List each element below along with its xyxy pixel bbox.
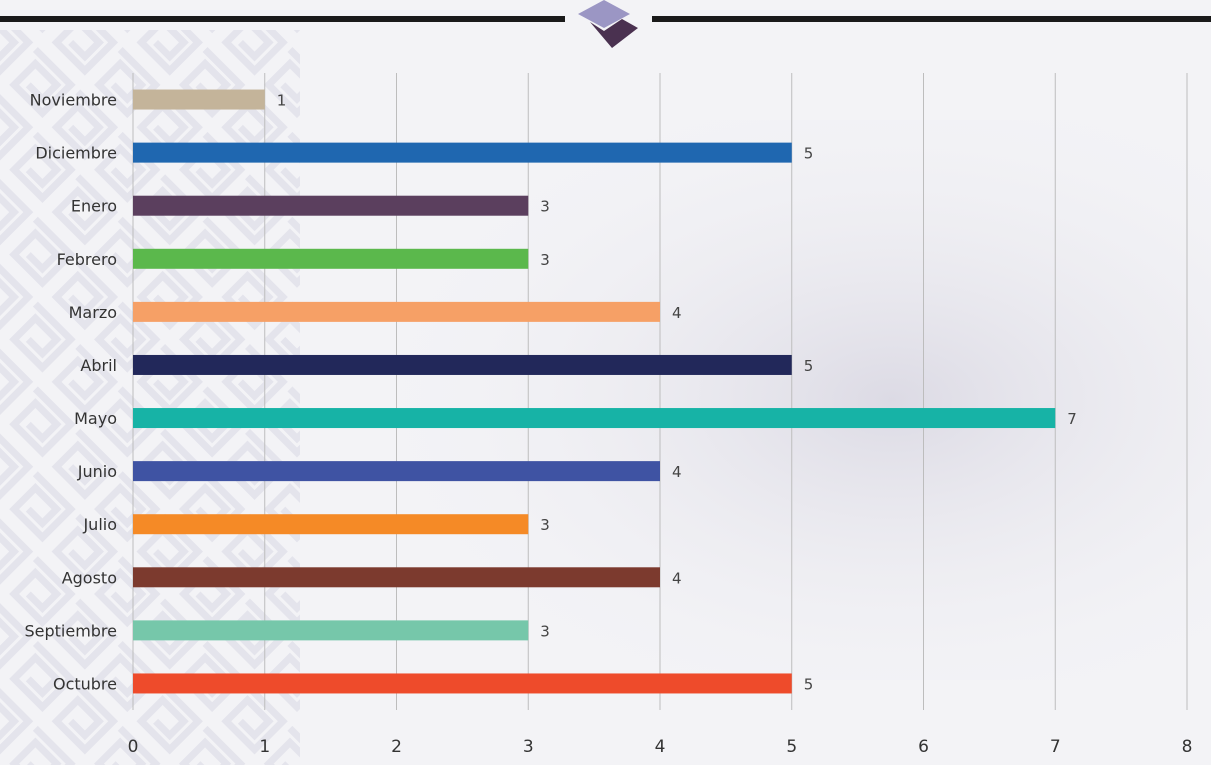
data-label: 5 — [804, 145, 814, 163]
bar-enero — [133, 195, 529, 216]
category-labels: Noviembre Diciembre Enero Febrero Marzo Abril… — [24, 91, 117, 694]
data-label: 4 — [672, 569, 682, 587]
bar-abril — [133, 354, 792, 375]
bar-diciembre — [133, 142, 792, 163]
bar-marzo — [133, 301, 660, 322]
header-decoration — [0, 0, 1211, 48]
category-label: Febrero — [57, 250, 117, 269]
category-label: Enero — [71, 197, 117, 216]
data-label: 3 — [540, 198, 550, 216]
data-label: 4 — [672, 463, 682, 481]
bar-octubre — [133, 673, 792, 694]
bar-agosto — [133, 567, 660, 588]
logo-chevron-dark-icon — [590, 19, 638, 48]
data-label: 1 — [277, 92, 287, 110]
data-labels: 1 5 3 3 4 5 7 4 3 4 3 5 — [277, 92, 1077, 694]
data-label: 4 — [672, 304, 682, 322]
data-label: 3 — [540, 622, 550, 640]
bar-septiembre — [133, 620, 529, 641]
data-label: 3 — [540, 516, 550, 534]
category-label: Septiembre — [24, 621, 117, 640]
category-label: Noviembre — [30, 91, 117, 110]
category-label: Diciembre — [35, 144, 117, 163]
x-tick-label: 6 — [918, 737, 929, 757]
category-label: Agosto — [62, 568, 117, 587]
bar-junio — [133, 461, 660, 482]
data-label: 7 — [1067, 410, 1077, 428]
x-tick-label: 3 — [523, 737, 534, 757]
bar-mayo — [133, 408, 1056, 429]
x-tick-label: 1 — [259, 737, 270, 757]
category-label: Mayo — [74, 409, 117, 428]
category-label: Julio — [82, 515, 117, 534]
category-label: Junio — [77, 462, 117, 481]
x-tick-label: 4 — [655, 737, 666, 757]
background-decoration — [0, 30, 1211, 765]
x-tick-label: 2 — [391, 737, 402, 757]
data-label: 5 — [804, 357, 814, 375]
x-tick-label: 7 — [1050, 737, 1061, 757]
bar-noviembre — [133, 89, 265, 110]
bar-julio — [133, 514, 529, 535]
x-tick-label: 0 — [128, 737, 139, 757]
bars — [133, 89, 1056, 694]
category-label: Abril — [80, 356, 117, 375]
category-label: Marzo — [69, 303, 117, 322]
gridlines — [132, 73, 1188, 710]
logo-chevron-light-icon — [578, 0, 630, 28]
x-axis-tick-labels: 0 1 2 3 4 5 6 7 8 — [128, 737, 1193, 757]
bar-febrero — [133, 248, 529, 269]
data-label: 5 — [804, 675, 814, 693]
data-label: 3 — [540, 251, 550, 269]
category-label: Octubre — [53, 674, 117, 693]
x-tick-label: 8 — [1182, 737, 1193, 757]
x-tick-label: 5 — [786, 737, 797, 757]
